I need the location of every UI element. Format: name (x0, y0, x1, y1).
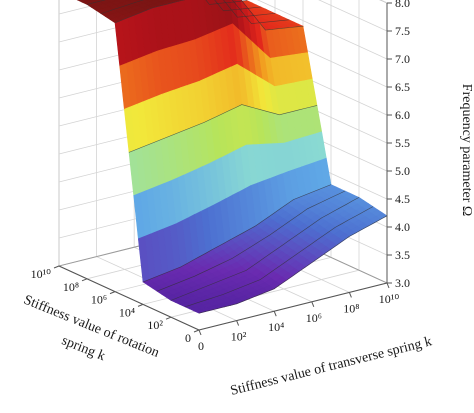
y-axis-line (58, 265, 200, 331)
y-tick-mark (81, 278, 88, 282)
z-tick-label: 4.5 (395, 192, 410, 206)
x-tick-mark (386, 282, 390, 289)
x-tick-mark (236, 320, 240, 326)
x-axis-title: Stiffness value of transverse spring k (229, 334, 433, 399)
y-tick-label: 0 (185, 331, 191, 345)
y-tick-label: 10² (147, 318, 163, 332)
x-tick-label: 0 (198, 339, 204, 353)
wall-gridline (58, 0, 388, 32)
y-tick-label: 10⁸ (63, 280, 79, 294)
x-tick-label: 10⁶ (306, 311, 322, 325)
x-tick-mark (348, 292, 352, 298)
z-tick-label: 5.5 (395, 136, 410, 150)
z-tick-label: 7.0 (395, 52, 410, 66)
surface-contour (114, 0, 304, 31)
x-tick-label: 10¹⁰ (379, 292, 400, 306)
surface-contour (100, 0, 290, 24)
x-tick-label: 10⁴ (268, 320, 284, 334)
x-tick-mark (311, 301, 315, 307)
y-tick-label: 10⁶ (91, 293, 107, 307)
surface-contour (214, 0, 262, 12)
z-tick-label: 5.0 (395, 164, 410, 178)
z-tick-label: 4.0 (395, 220, 410, 234)
surface-contour (205, 0, 248, 5)
y-tick-mark (193, 329, 200, 333)
x-tick-label: 10² (231, 330, 247, 344)
surface-contour (86, 0, 276, 18)
z-tick-label: 6.5 (395, 80, 410, 94)
y-tick-mark (53, 265, 60, 269)
x-tick-label: 10⁸ (343, 301, 359, 315)
y-tick-mark (109, 291, 116, 295)
z-tick-label: 3.0 (395, 276, 410, 290)
surface-plot (76, 0, 388, 314)
y-tick-mark (137, 303, 144, 307)
x-axis-line (198, 282, 388, 331)
y-tick-mark (165, 316, 172, 320)
surface-contour (128, 104, 318, 153)
surface-contour (198, 215, 388, 314)
z-tick-label: 8.0 (395, 0, 410, 10)
x-tick-mark (273, 311, 277, 317)
y-tick-label: 10⁴ (119, 305, 135, 319)
surface-contour (170, 197, 360, 301)
surface-contour (184, 206, 374, 308)
surface-contour (156, 190, 346, 292)
axes: 3.0 3.5 4.0 4.5 5.0 5.5 6.0 6.5 7.0 7.5 8.0 0 10² 10⁴… (31, 0, 410, 353)
x-tick-mark (198, 329, 202, 336)
z-tick-label: 6.0 (395, 108, 410, 122)
y-tick-label: 10¹⁰ (31, 267, 52, 281)
z-tick-label: 3.5 (395, 248, 410, 262)
z-tick-label: 7.5 (395, 24, 410, 38)
z-axis-title: Frequency parameter Ω (459, 84, 474, 216)
surface-contour (142, 184, 332, 283)
